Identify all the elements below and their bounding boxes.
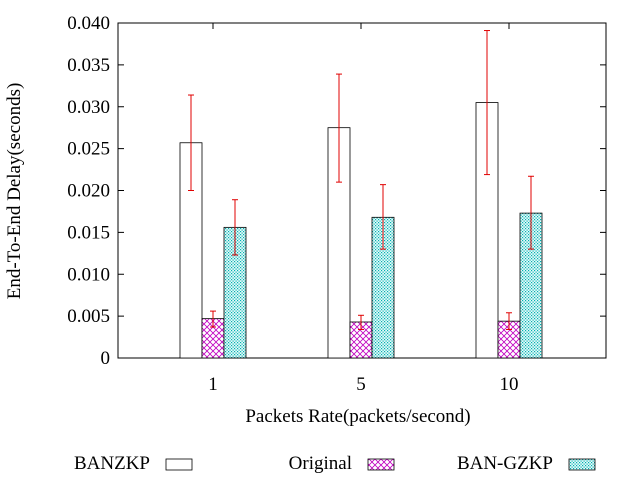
y-axis-label: End-To-End Delay(seconds): [4, 83, 25, 300]
y-tick-label: 0.020: [67, 181, 110, 202]
y-tick-label: 0.030: [67, 97, 110, 118]
x-tick-label: 10: [500, 374, 519, 395]
legend-label: Original: [289, 453, 352, 474]
y-tick-label: 0.035: [67, 55, 110, 76]
x-tick-label: 5: [356, 374, 366, 395]
legend-label: BANZKP: [74, 453, 150, 474]
x-axis-label: Packets Rate(packets/second): [245, 406, 470, 427]
legend-swatch: [165, 458, 193, 471]
x-tick-label: 1: [208, 374, 218, 395]
y-tick-label: 0: [101, 348, 111, 369]
y-tick-label: 0.015: [67, 222, 110, 243]
error-bars-layer: [188, 30, 534, 331]
y-tick-label: 0.025: [67, 139, 110, 160]
y-tick-label: 0.010: [67, 264, 110, 285]
legend-swatch: [367, 458, 395, 471]
y-tick-label: 0.040: [67, 13, 110, 34]
bars-layer: [179, 102, 543, 359]
y-tick-label: 0.005: [67, 306, 110, 327]
legend-label: BAN-GZKP: [457, 453, 553, 474]
legend-swatch: [568, 458, 596, 471]
y-axis-ticks: 0 0.005 0.010 0.015 0.020 0.025 0.030 0.035 0.04…: [67, 13, 606, 369]
legend: BANZKP Original BAN-GZKP: [74, 453, 596, 474]
